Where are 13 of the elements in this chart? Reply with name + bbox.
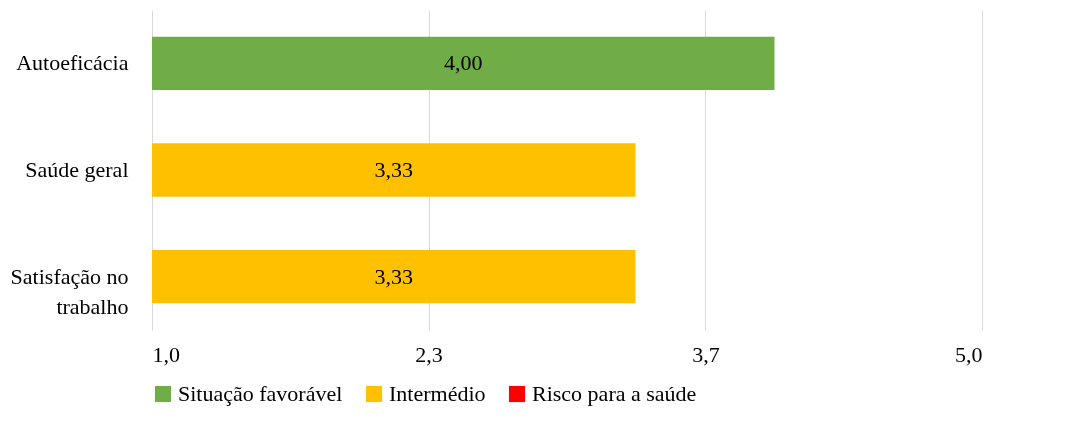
legend-label: Risco para a saúde <box>532 381 697 406</box>
legend-label: Intermédio <box>389 381 486 406</box>
y-tick-label: Autoeficácia <box>16 50 129 76</box>
y-tick-label: Saúde geral <box>25 157 129 182</box>
x-tick-label: 5,0 <box>955 341 983 367</box>
x-tick-label: 1,0 <box>152 341 180 367</box>
y-tick-label: Satisfação no trabalho <box>10 263 129 319</box>
x-tick-label: 2,3 <box>415 341 443 367</box>
x-tick-label: 3,7 <box>692 341 720 367</box>
data-label: 3,33 <box>374 157 413 182</box>
data-label: 4,00 <box>444 50 483 76</box>
data-label: 3,33 <box>374 263 413 289</box>
legend-label: Situação favorável <box>178 381 343 406</box>
